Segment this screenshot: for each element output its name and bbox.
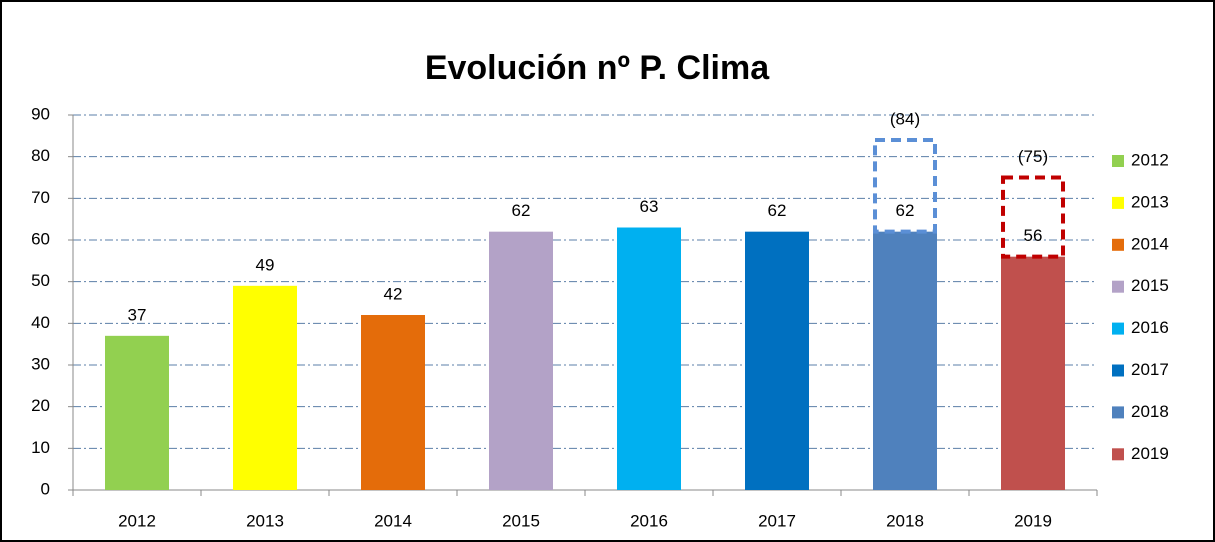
bar (489, 231, 553, 490)
bar (361, 315, 425, 490)
value-label: 56 (1024, 226, 1043, 245)
legend-label: 2014 (1131, 234, 1169, 253)
y-tick-label: 40 (31, 313, 50, 332)
x-tick-label: 2013 (246, 511, 284, 530)
x-tick-label: 2017 (758, 511, 796, 530)
y-tick-label: 0 (41, 479, 50, 498)
projection-box (873, 138, 937, 234)
bar (617, 227, 681, 490)
legend-swatch (1112, 406, 1124, 419)
legend-label: 2018 (1131, 402, 1169, 421)
x-tick-label: 2014 (374, 511, 412, 530)
x-tick-label: 2019 (1014, 511, 1052, 530)
y-tick-label: 10 (31, 438, 50, 457)
projection-box (1001, 175, 1065, 259)
legend-swatch (1112, 448, 1124, 461)
bar (873, 231, 937, 490)
legend-swatch (1112, 322, 1124, 335)
legend-label: 2012 (1131, 150, 1169, 169)
value-label: 42 (384, 284, 403, 303)
value-label: 62 (896, 201, 915, 220)
bar (745, 231, 809, 490)
bar (233, 285, 297, 490)
projection-label: (84) (890, 109, 920, 128)
legend-label: 2017 (1131, 360, 1169, 379)
value-label: 37 (128, 305, 147, 324)
legend-swatch (1112, 196, 1124, 209)
legend-label: 2013 (1131, 192, 1169, 211)
value-label: 62 (512, 201, 531, 220)
y-tick-label: 60 (31, 229, 50, 248)
bar (1001, 256, 1065, 490)
value-label: 63 (640, 197, 659, 216)
y-tick-label: 50 (31, 271, 50, 290)
x-tick-label: 2018 (886, 511, 924, 530)
chart-title: Evolución nº P. Clima (425, 49, 770, 87)
x-tick-label: 2015 (502, 511, 540, 530)
legend-swatch (1112, 238, 1124, 251)
legend-label: 2016 (1131, 318, 1169, 337)
projection-label: (75) (1018, 147, 1048, 166)
y-tick-label: 20 (31, 396, 50, 415)
y-tick-label: 30 (31, 354, 50, 373)
y-tick-label: 70 (31, 188, 50, 207)
legend-swatch (1112, 364, 1124, 377)
bar (105, 335, 169, 490)
x-tick-label: 2012 (118, 511, 156, 530)
value-label: 49 (256, 255, 275, 274)
legend-label: 2019 (1131, 444, 1169, 463)
y-tick-label: 80 (31, 146, 50, 165)
value-label: 62 (768, 201, 787, 220)
legend-swatch (1112, 280, 1124, 293)
legend-swatch (1112, 155, 1124, 167)
x-tick-label: 2016 (630, 511, 668, 530)
y-tick-label: 90 (31, 104, 50, 123)
legend-label: 2015 (1131, 276, 1169, 295)
